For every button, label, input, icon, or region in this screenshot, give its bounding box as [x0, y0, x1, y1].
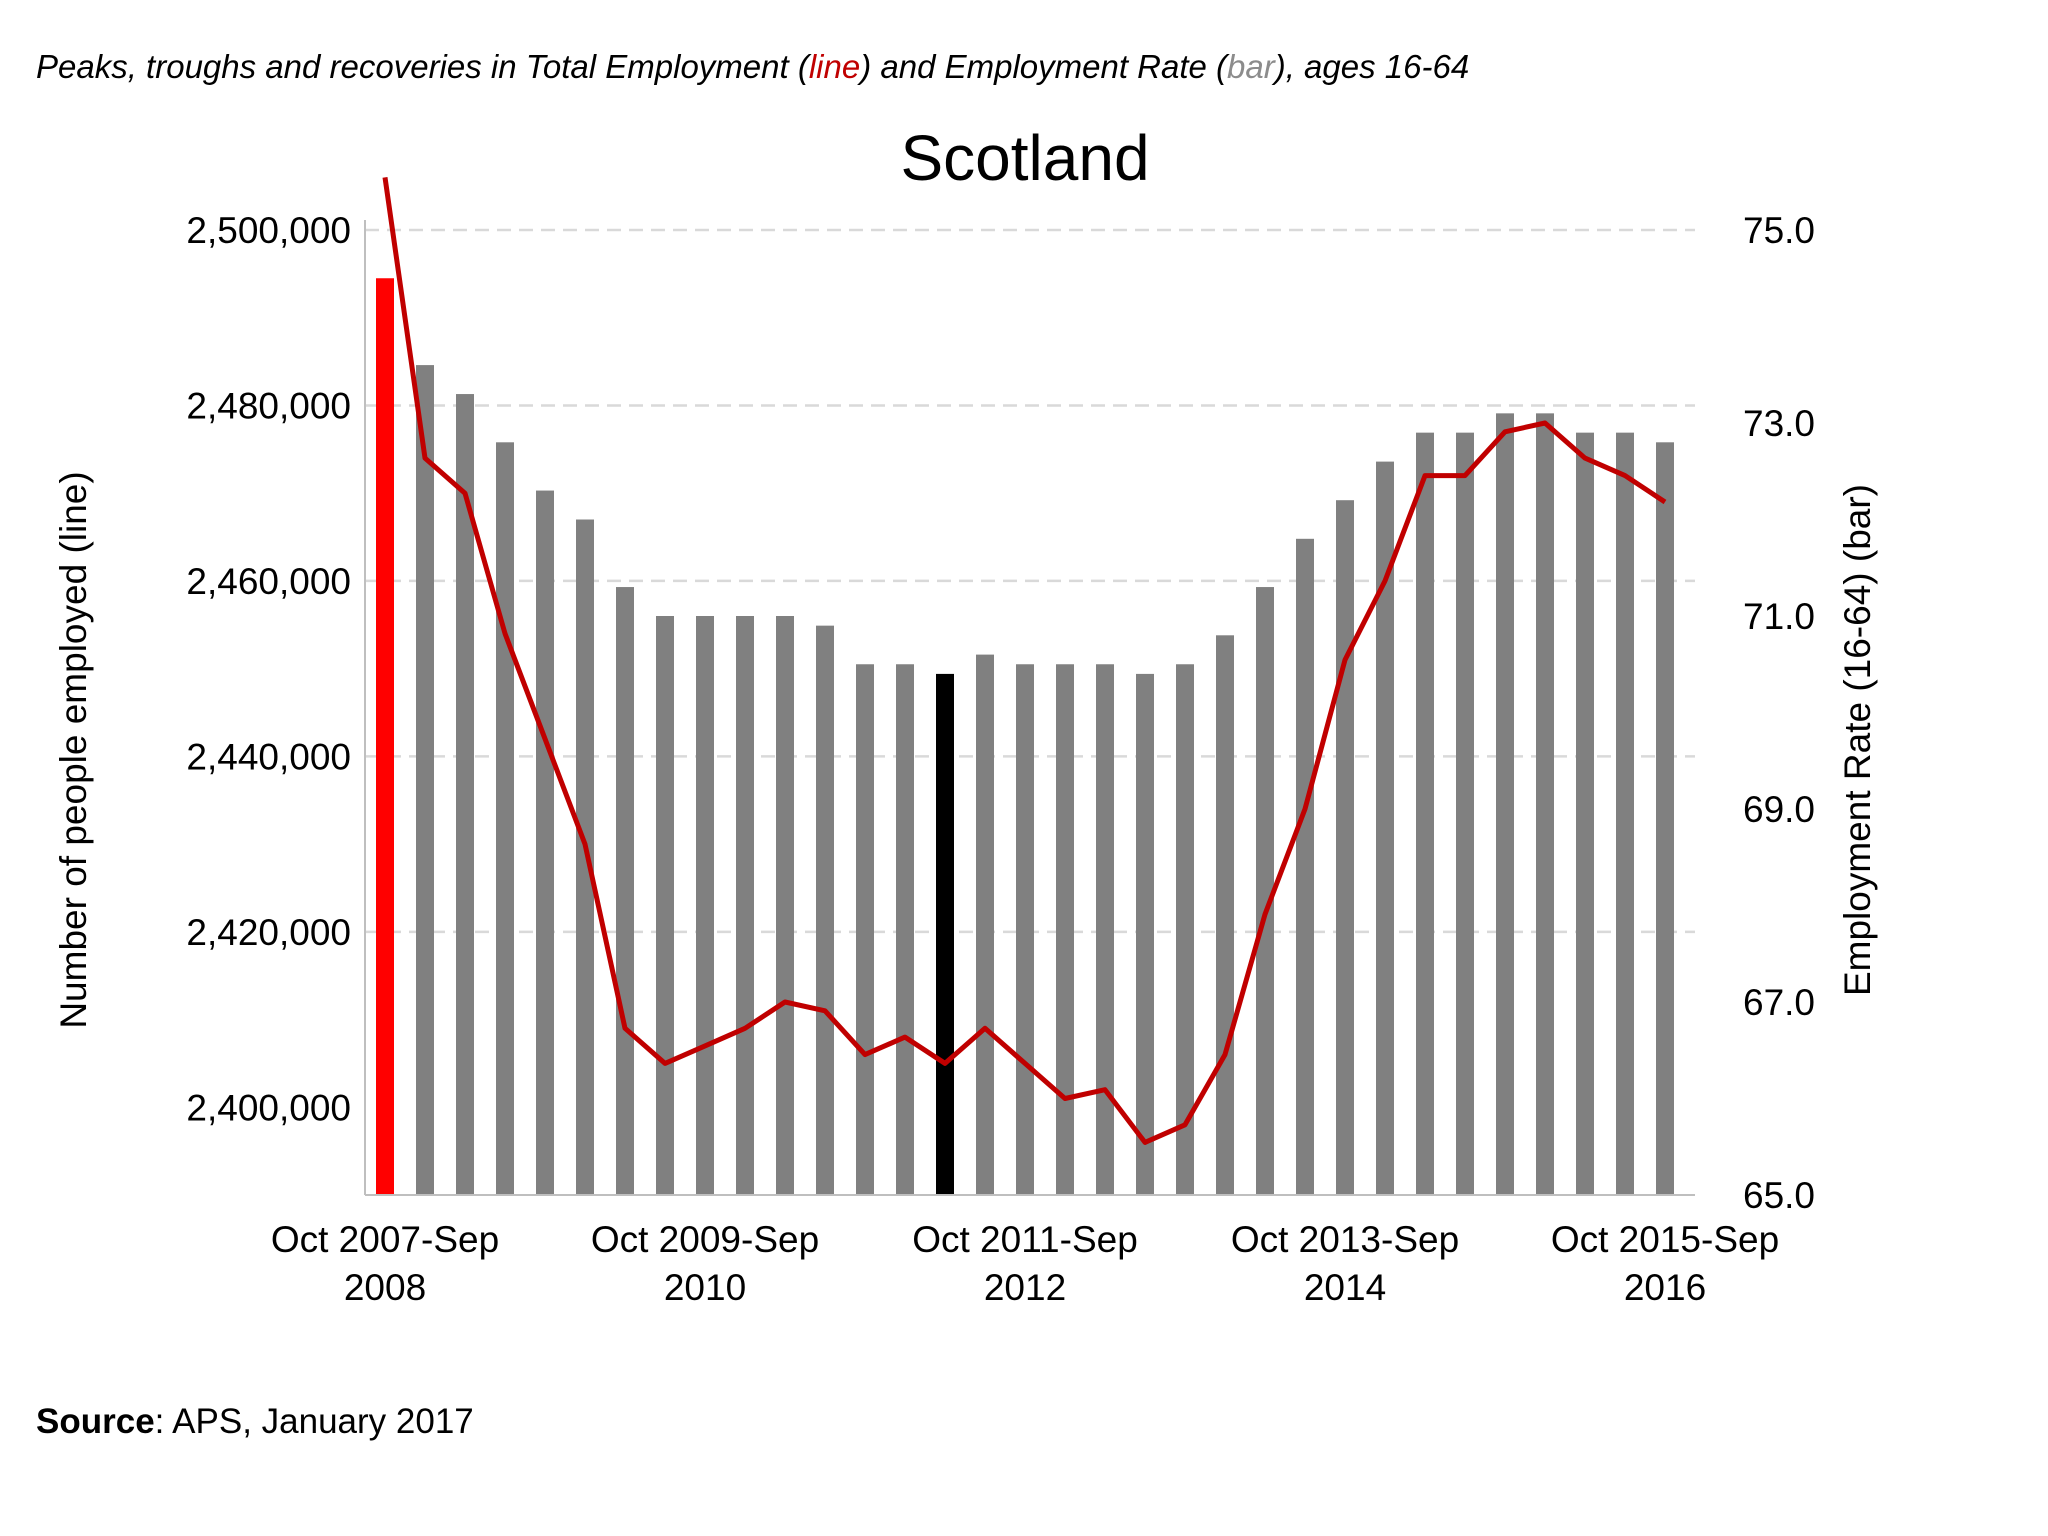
x-tick-label: 2008: [344, 1267, 426, 1308]
bar: [1416, 432, 1434, 1195]
bar-trough: [936, 673, 954, 1195]
bar: [576, 519, 594, 1195]
y-left-tick-label: 2,480,000: [186, 385, 351, 426]
bar: [896, 664, 914, 1195]
bar: [1536, 413, 1554, 1196]
y-right-tick-label: 75.0: [1743, 210, 1815, 251]
bar: [616, 587, 634, 1195]
chart-title: Scotland: [900, 122, 1149, 194]
x-tick-label: 2014: [1304, 1267, 1386, 1308]
x-tick-label: 2012: [984, 1267, 1066, 1308]
y-right-tick-label: 73.0: [1743, 403, 1815, 444]
bar-series: [376, 278, 1674, 1196]
x-tick-label: Oct 2007-Sep: [271, 1219, 499, 1260]
y-left-tick-label: 2,420,000: [186, 912, 351, 953]
y-right-tick-label: 65.0: [1743, 1175, 1815, 1216]
bar: [1656, 442, 1674, 1195]
bar: [1096, 664, 1114, 1195]
y-right-tick-label: 69.0: [1743, 789, 1815, 830]
bar: [1376, 461, 1394, 1196]
y-left-tick-label: 2,460,000: [186, 561, 351, 602]
x-tick-label: Oct 2011-Sep: [912, 1219, 1138, 1260]
bar: [1136, 673, 1154, 1195]
bar: [456, 394, 474, 1195]
heading-part-1: Peaks, troughs and recoveries in Total E…: [36, 48, 809, 85]
bar: [696, 616, 714, 1195]
bar: [1336, 500, 1354, 1195]
y-right-axis-label: Employment Rate (16-64) (bar): [1837, 484, 1878, 996]
source-label: Source: [36, 1402, 155, 1441]
bar-peak: [376, 278, 394, 1195]
source-note: Source: APS, January 2017: [36, 1402, 474, 1442]
bar: [976, 654, 994, 1195]
bar: [656, 616, 674, 1195]
y-right-tick-label: 67.0: [1743, 982, 1815, 1023]
bar: [856, 664, 874, 1195]
bar: [496, 442, 514, 1195]
y-right-tick-labels: 65.0 67.0 69.0 71.0 73.0 75.0: [1743, 210, 1815, 1216]
bar: [816, 625, 834, 1195]
bar: [776, 616, 794, 1195]
x-tick-label: 2010: [664, 1267, 746, 1308]
heading-part-3: ), ages 16-64: [1274, 48, 1470, 85]
bar: [1616, 432, 1634, 1195]
heading-part-2: ) and Employment Rate (: [860, 48, 1228, 85]
heading-line-word: line: [808, 48, 861, 85]
bar: [1016, 664, 1034, 1195]
bar: [1576, 432, 1594, 1195]
y-left-axis-label: Number of people employed (line): [53, 471, 94, 1028]
x-tick-label: Oct 2015-Sep: [1551, 1219, 1779, 1260]
source-text: : APS, January 2017: [154, 1402, 474, 1441]
bar: [1176, 664, 1194, 1195]
bar: [736, 616, 754, 1195]
x-tick-label: Oct 2009-Sep: [591, 1219, 819, 1260]
line-series: [382, 177, 1667, 1145]
y-left-tick-label: 2,500,000: [186, 210, 351, 251]
x-tick-label: Oct 2013-Sep: [1231, 1219, 1459, 1260]
bar: [1456, 432, 1474, 1195]
bar: [416, 365, 434, 1196]
bar: [1056, 664, 1074, 1195]
heading-bar-word: bar: [1227, 48, 1275, 85]
chart-heading: Peaks, troughs and recoveries in Total E…: [36, 48, 1469, 86]
y-left-tick-labels: 2,400,000 2,420,000 2,440,000 2,460,000 2,48…: [186, 210, 351, 1128]
bar: [1256, 587, 1274, 1195]
bar: [536, 490, 554, 1195]
employment-line: [382, 177, 1667, 1145]
y-left-tick-label: 2,400,000: [186, 1087, 351, 1128]
bar: [1496, 413, 1514, 1196]
y-right-tick-label: 71.0: [1743, 596, 1815, 637]
x-tick-labels: Oct 2007-Sep 2008 Oct 2009-Sep 2010 Oct 2011…: [271, 1219, 1779, 1308]
axes: [364, 220, 1695, 1196]
bar: [1216, 635, 1234, 1195]
x-tick-label: 2016: [1624, 1267, 1706, 1308]
y-left-tick-label: 2,440,000: [186, 736, 351, 777]
bar: [1296, 538, 1314, 1195]
